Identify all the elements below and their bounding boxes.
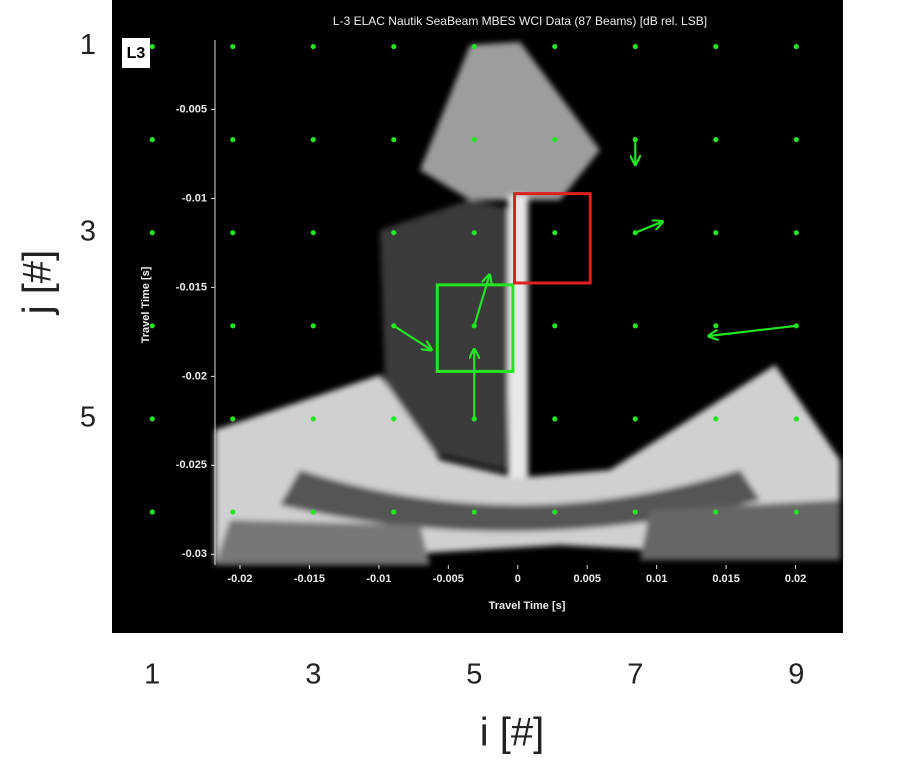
y-tick-label: 1 — [80, 29, 96, 61]
grid-point — [391, 43, 397, 50]
inset-y-tick-label: -0.01 — [182, 192, 207, 204]
x-tick-label: 5 — [466, 659, 482, 691]
region-box — [513, 192, 592, 285]
vector-arrow — [709, 324, 797, 336]
grid-point — [713, 509, 719, 515]
grid-point — [391, 230, 397, 236]
grid-point — [471, 43, 477, 50]
grid-point — [793, 230, 799, 236]
grid-point — [793, 43, 799, 50]
grid-point — [149, 323, 155, 329]
x-tick-label: 9 — [788, 659, 804, 691]
grid-point — [149, 509, 155, 515]
grid-point — [632, 509, 638, 515]
grid-point — [793, 137, 799, 143]
x-tick-label: 7 — [627, 659, 643, 691]
grid-point — [632, 323, 638, 329]
grid-point — [552, 416, 558, 422]
grid-point — [552, 230, 558, 236]
grid-point — [391, 137, 397, 143]
grid-point — [230, 43, 236, 50]
grid-point — [149, 43, 155, 50]
inset-x-tick-label: 0.005 — [573, 573, 601, 585]
grid-point — [552, 43, 558, 50]
inset-x-tick-label: -0.01 — [366, 573, 391, 585]
inset-x-tick-label: -0.015 — [294, 573, 325, 585]
grid-point — [149, 230, 155, 236]
inset-x-tick-label: 0.015 — [712, 573, 740, 585]
vector-arrow — [473, 275, 489, 327]
grid-point — [391, 416, 397, 422]
grid-point — [713, 43, 719, 50]
y-tick-label: 5 — [80, 402, 96, 434]
grid-point — [310, 416, 316, 422]
grid-point — [713, 323, 719, 329]
grid-point — [632, 43, 638, 50]
grid-point — [713, 416, 719, 422]
grid-point — [310, 137, 316, 143]
inset-y-tick-label: -0.03 — [182, 548, 207, 560]
grid-point — [230, 137, 236, 143]
grid-point — [471, 509, 477, 515]
inset-x-tick-label: -0.005 — [433, 573, 464, 585]
y-axis-label: j [#] — [16, 250, 60, 315]
grid-point — [149, 416, 155, 422]
inset-x-tick-label: 0.01 — [646, 573, 667, 585]
grid-point — [793, 509, 799, 515]
inset-x-label: Travel Time [s] — [489, 600, 566, 612]
grid-point — [713, 137, 719, 143]
grid-point — [310, 323, 316, 329]
grid-point — [552, 137, 558, 143]
grid-point — [310, 230, 316, 236]
x-axis-label: i [#] — [480, 711, 544, 755]
grid-point — [713, 230, 719, 236]
inset-y-tick-label: -0.015 — [176, 281, 207, 293]
x-tick-label: 1 — [144, 659, 160, 691]
inset-x-tick-label: 0.02 — [785, 573, 806, 585]
grid-point — [310, 509, 316, 515]
inset-x-tick-label: 0 — [515, 573, 521, 585]
x-tick-label: 3 — [305, 659, 321, 691]
vector-arrow — [393, 324, 432, 350]
grid-point — [230, 509, 236, 515]
inset-y-tick-label: -0.005 — [176, 103, 207, 115]
grid-point — [149, 137, 155, 143]
grid-point — [471, 230, 477, 236]
logo: L3 — [127, 45, 146, 62]
inset-y-tick-label: -0.02 — [182, 370, 207, 382]
vector-arrow — [634, 222, 662, 234]
grid-point — [391, 509, 397, 515]
grid-point — [471, 137, 477, 143]
grid-point — [632, 416, 638, 422]
grid-point — [230, 230, 236, 236]
grid-point — [552, 323, 558, 329]
sonar-image — [215, 42, 840, 565]
grid-point — [793, 416, 799, 422]
grid-point — [552, 509, 558, 515]
grid-point — [310, 43, 316, 50]
inset-title: L-3 ELAC Nautik SeaBeam MBES WCI Data (8… — [333, 14, 707, 28]
grid-point — [230, 323, 236, 329]
grid-point — [230, 416, 236, 422]
logo-box — [122, 38, 150, 68]
inset-y-label: Travel Time [s] — [140, 266, 152, 343]
inset-y-tick-label: -0.025 — [176, 459, 207, 471]
y-tick-label: 3 — [80, 215, 96, 247]
inset-x-tick-label: -0.02 — [227, 573, 252, 585]
